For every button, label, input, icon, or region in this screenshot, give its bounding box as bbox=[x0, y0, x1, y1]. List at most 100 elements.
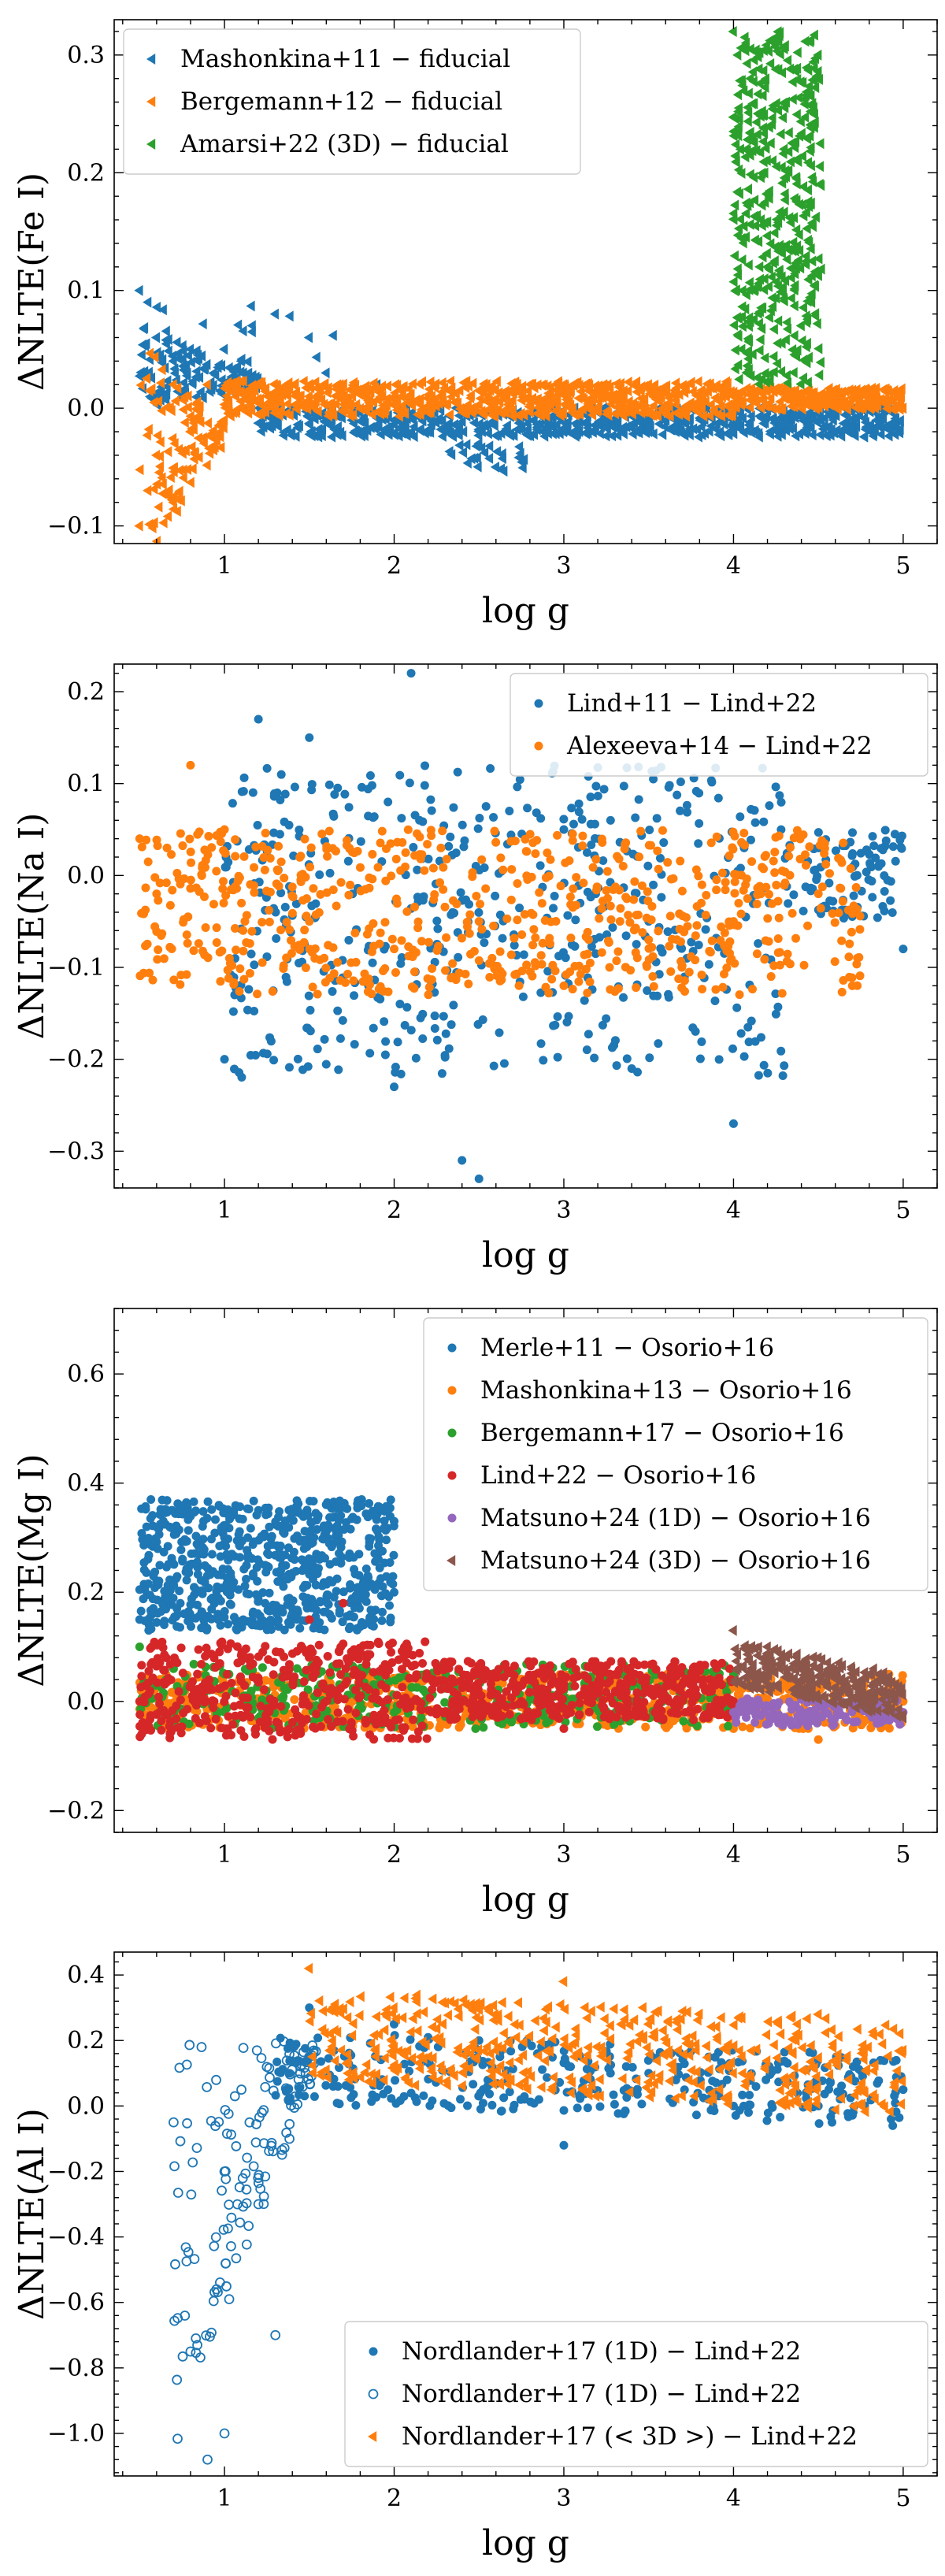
data-point bbox=[311, 945, 320, 953]
data-point bbox=[725, 949, 734, 958]
data-point bbox=[632, 911, 641, 919]
data-point bbox=[181, 1537, 190, 1546]
data-point bbox=[697, 1037, 706, 1046]
data-point bbox=[510, 971, 519, 979]
data-point bbox=[223, 1574, 232, 1583]
data-point bbox=[638, 928, 647, 937]
data-point bbox=[674, 974, 683, 983]
data-point bbox=[685, 968, 694, 977]
data-point bbox=[763, 914, 772, 922]
data-point bbox=[354, 1571, 363, 1579]
data-point bbox=[853, 905, 862, 914]
data-point bbox=[665, 942, 673, 951]
data-point bbox=[441, 1053, 450, 1062]
data-point bbox=[401, 863, 410, 871]
data-point bbox=[141, 1502, 150, 1511]
data-point bbox=[308, 780, 317, 789]
data-point bbox=[240, 852, 249, 861]
data-point bbox=[645, 826, 654, 834]
data-point bbox=[813, 343, 822, 354]
data-point bbox=[305, 1561, 313, 1569]
data-point bbox=[157, 1607, 165, 1616]
data-point bbox=[285, 1063, 294, 1071]
data-point bbox=[624, 911, 632, 919]
data-point bbox=[152, 302, 161, 313]
data-point bbox=[381, 1037, 390, 1046]
data-point bbox=[277, 770, 286, 779]
data-point bbox=[378, 827, 387, 836]
data-point bbox=[730, 870, 739, 878]
data-point bbox=[566, 934, 575, 942]
data-point bbox=[298, 1616, 306, 1624]
y-tick-label: 0.0 bbox=[67, 395, 105, 422]
data-point bbox=[320, 1521, 328, 1530]
data-point bbox=[680, 987, 689, 996]
data-point bbox=[736, 990, 744, 999]
data-point bbox=[569, 820, 578, 829]
data-point bbox=[732, 187, 741, 198]
data-point bbox=[231, 924, 239, 933]
data-point bbox=[632, 948, 640, 957]
data-point bbox=[158, 518, 167, 529]
data-point bbox=[245, 1505, 254, 1513]
data-point bbox=[603, 894, 612, 903]
data-point bbox=[615, 855, 624, 863]
data-point bbox=[594, 792, 602, 800]
data-point bbox=[799, 302, 807, 313]
data-point bbox=[243, 1554, 252, 1563]
data-point bbox=[589, 863, 598, 872]
data-point bbox=[176, 880, 185, 889]
data-point bbox=[382, 1572, 391, 1581]
data-point bbox=[728, 26, 736, 37]
data-point bbox=[452, 848, 461, 857]
data-point bbox=[538, 899, 547, 908]
data-point bbox=[267, 1535, 276, 1543]
data-point bbox=[502, 915, 511, 923]
data-point bbox=[220, 899, 228, 908]
data-point bbox=[692, 921, 701, 930]
data-point bbox=[578, 841, 587, 850]
data-point bbox=[202, 459, 210, 470]
data-point bbox=[421, 761, 429, 770]
data-point bbox=[710, 997, 719, 1005]
data-point bbox=[176, 830, 185, 838]
data-point bbox=[449, 804, 458, 812]
data-point bbox=[432, 917, 441, 926]
data-point bbox=[553, 831, 561, 840]
data-point bbox=[316, 956, 324, 964]
data-point bbox=[545, 871, 554, 880]
data-point bbox=[547, 975, 556, 984]
data-point bbox=[384, 987, 393, 996]
data-point bbox=[163, 446, 172, 457]
data-point bbox=[773, 1003, 782, 1011]
data-point bbox=[850, 892, 858, 900]
data-point bbox=[451, 973, 460, 982]
data-point bbox=[439, 863, 447, 872]
data-point bbox=[495, 1028, 504, 1037]
data-point bbox=[814, 828, 823, 837]
data-point bbox=[401, 1021, 410, 1030]
data-point bbox=[816, 841, 825, 850]
data-point bbox=[449, 1000, 458, 1009]
data-point bbox=[330, 1593, 339, 1602]
data-point bbox=[369, 959, 377, 967]
data-point bbox=[333, 1007, 342, 1015]
data-point bbox=[693, 902, 702, 911]
data-point bbox=[198, 1607, 206, 1616]
data-point bbox=[475, 917, 484, 926]
data-point bbox=[702, 891, 710, 900]
data-point bbox=[366, 1605, 375, 1614]
data-point bbox=[166, 901, 175, 910]
data-point bbox=[321, 1035, 329, 1044]
data-point bbox=[336, 1034, 345, 1043]
data-point bbox=[195, 1550, 203, 1559]
data-point bbox=[353, 1626, 361, 1635]
data-point bbox=[369, 813, 377, 822]
data-point bbox=[146, 1495, 155, 1504]
data-point bbox=[708, 937, 717, 945]
data-point bbox=[361, 885, 369, 893]
data-point bbox=[272, 934, 280, 943]
data-point bbox=[774, 948, 783, 957]
data-point bbox=[666, 911, 675, 920]
data-point bbox=[778, 989, 787, 997]
